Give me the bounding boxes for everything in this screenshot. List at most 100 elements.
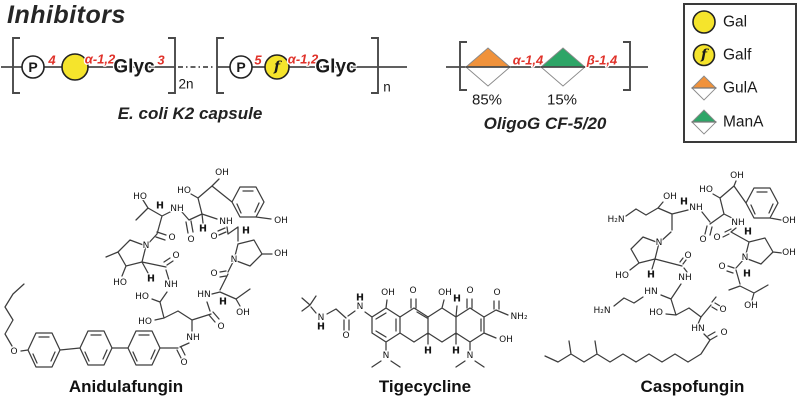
right-bracket [168,37,176,94]
atom-label: O [10,347,17,357]
left-bracket [216,37,224,94]
atom-label: OH [782,248,796,258]
legend-label-gal: Gal [723,14,747,31]
atom-label: H [147,274,155,285]
atom-label: H [424,346,432,357]
mana-symbol-bottom [539,66,587,87]
atom-label: O [217,322,224,332]
atom-label: HO [615,271,629,281]
atom-label: N [467,351,474,361]
legend-item-gula: GulA [690,75,759,101]
atom-label: H₂N [593,306,610,316]
atom-label: H [743,269,751,280]
left-bracket [12,37,20,94]
legend-item-galf: f Galf [692,43,753,67]
oligog-caption: OligoG CF-5/20 [483,114,607,133]
bond-skeleton [301,295,509,368]
bond-skeleton [544,180,783,363]
gula-symbol-bottom [464,66,512,87]
phosphate-symbol [229,55,253,79]
atom-label: NH [186,333,200,343]
galf-f-glyph: f [700,47,710,63]
atom-label: H [453,294,461,305]
atom-label: H [156,201,164,212]
glycerol-label: Glyc [113,57,155,78]
atom-label: N [742,253,749,263]
atom-label: OH [782,216,796,226]
phosphate-symbol [21,55,45,79]
atom-label: NH [689,203,703,213]
anidulafungin-structure: HOH NHOHHOOHOHNHOHOHNOHOHHNONHONHOOHOHOHO… [4,167,289,369]
galf-f-glyph: f [273,59,283,75]
atom-label: O [180,358,187,368]
atom-label: HO [135,292,149,302]
atom-label: HN [197,290,211,300]
oligog-labels: α-1,4 β-1,4 85% 15% [471,51,620,110]
atom-label: OH [663,192,677,202]
atom-label: NH₂ [510,312,528,322]
ecoli-caption: E. coli K2 capsule [117,104,263,123]
legend-label-galf: Galf [723,47,752,64]
atom-label: N [383,351,390,361]
atom-label: OH [215,168,229,178]
legend-label-gula: GulA [723,80,758,97]
oligog-diagram: α-1,4 β-1,4 85% 15% [446,41,648,110]
molecule-name-caspofungin: Caspofungin [640,377,745,396]
atom-label: N [357,302,364,312]
gal-symbol [61,53,89,81]
glycerol-label: Glyc [315,57,357,78]
atom-label: H [680,197,688,208]
atom-label: N [318,313,325,323]
atom-label: O [168,233,175,243]
atom-label: H [317,322,325,333]
percent-gula: 85% [472,92,502,109]
atom-label: H [452,346,460,357]
atom-label: O [466,286,473,296]
atom-label: H [647,270,655,281]
atom-labels: HOH NHOHHOOHOHNHOHOHNOHOHHNONHONHOOHOHOHO… [9,167,289,369]
atom-label: NH [164,280,178,290]
atom-label: HN [644,287,658,297]
atom-label: NH [731,218,745,228]
atom-label: O [409,286,416,296]
atom-label: O [210,269,217,279]
atom-label: HO [649,308,663,318]
atom-label: OH [744,301,758,311]
atom-label: OH [381,288,395,298]
atom-label: OH [274,216,288,226]
atom-label: HO [699,185,713,195]
atom-label: N [231,255,238,265]
galf-symbol [264,54,290,80]
molecule-name-tigecycline: Tigecycline [378,377,472,396]
linkage-label: β-1,4 [586,53,618,68]
atom-label: O [210,232,217,242]
atom-label: OH [438,288,452,298]
linkage-label: α-1,4 [513,53,544,68]
gal-icon [692,10,716,34]
atom-label: OH [730,171,744,181]
atom-label: O [720,328,727,338]
atom-label: O [342,331,349,341]
legend-item-mana: ManA [690,109,765,135]
atom-label: N [143,241,150,251]
atom-label: NH [678,273,692,283]
repeat-subscript: 2n [178,77,193,92]
atom-label: O [172,251,179,261]
mana-symbol-top [539,47,587,68]
atom-label: H [744,227,752,238]
molecule-name-anidulafungin: Anidulafungin [68,377,184,396]
atom-label: HO [133,192,147,202]
atom-label: O [699,235,706,245]
atom-label: HN [691,324,705,334]
linkage-position: 3 [157,53,165,68]
right-bracket [371,37,379,94]
linkage-label: α-1,2 [85,52,116,67]
atom-label: H [242,226,250,237]
atom-label: O [718,262,725,272]
atom-label: OH [236,308,250,318]
